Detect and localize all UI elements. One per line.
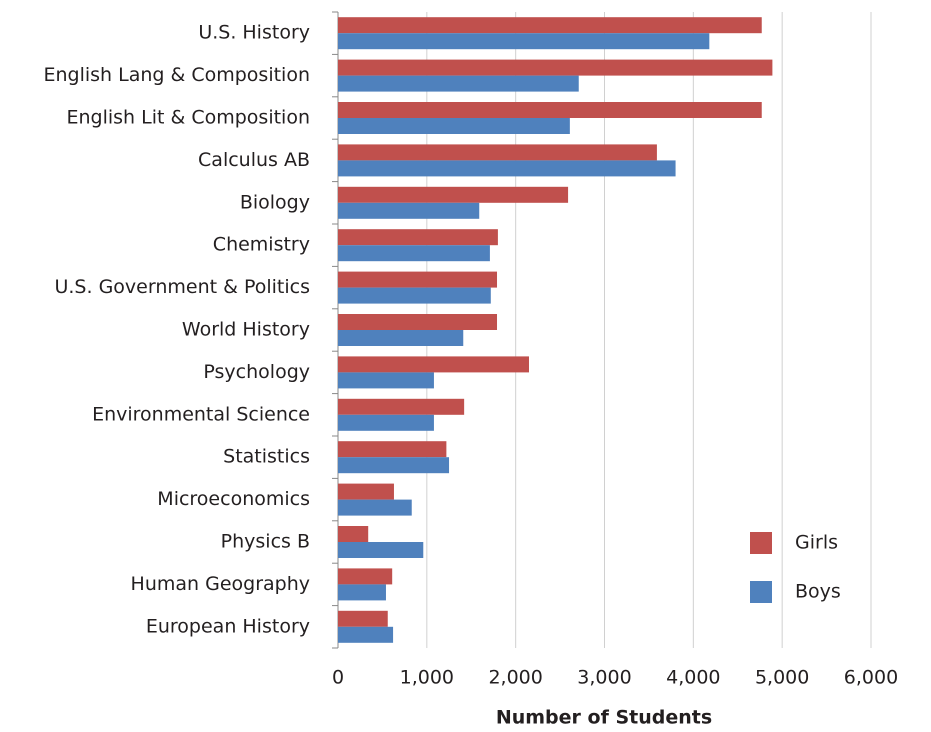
bar <box>338 245 490 262</box>
y-tick-label: Biology <box>240 191 310 213</box>
y-tick-label: U.S. Government & Politics <box>54 276 310 298</box>
x-tick-label: 4,000 <box>666 667 720 689</box>
bar <box>338 75 579 92</box>
bar <box>338 414 434 431</box>
bar <box>338 372 434 389</box>
bar <box>338 102 762 118</box>
bar <box>338 287 491 304</box>
bar <box>338 584 386 601</box>
bar <box>338 330 464 346</box>
y-tick-label: Chemistry <box>213 234 310 256</box>
bar <box>338 457 450 474</box>
legend-swatch <box>750 532 772 554</box>
bar <box>338 144 657 161</box>
x-axis-title: Number of Students <box>496 707 712 729</box>
x-tick-label: 3,000 <box>577 667 631 689</box>
legend-label: Girls <box>795 532 838 554</box>
bar <box>338 542 424 558</box>
bar <box>338 202 480 219</box>
y-tick-label: Psychology <box>203 361 310 383</box>
bar <box>338 398 465 415</box>
y-tick-label: Human Geography <box>131 573 310 595</box>
y-tick-label: English Lit & Composition <box>66 107 310 129</box>
bar <box>338 160 676 177</box>
bar <box>338 59 773 76</box>
y-tick-label: Physics B <box>221 531 310 553</box>
bar <box>338 610 388 627</box>
bar <box>338 626 394 643</box>
x-tick-label: 1,000 <box>400 667 454 689</box>
y-tick-label: World History <box>182 319 310 341</box>
bar <box>338 17 762 34</box>
y-tick-label: Microeconomics <box>157 488 310 510</box>
bar <box>338 186 569 203</box>
bar <box>338 499 412 516</box>
x-tick-label: 2,000 <box>488 667 542 689</box>
legend-label: Boys <box>795 581 841 603</box>
x-tick-label: 5,000 <box>755 667 809 689</box>
bar <box>338 118 570 134</box>
x-tick-label: 6,000 <box>844 667 898 689</box>
y-tick-label: Statistics <box>223 446 310 468</box>
bar <box>338 271 498 288</box>
bar <box>338 568 393 585</box>
legend-swatch <box>750 581 772 603</box>
bar <box>338 441 447 458</box>
x-tick-label: 0 <box>332 667 344 689</box>
bar <box>338 356 529 373</box>
y-tick-label: Calculus AB <box>198 149 310 171</box>
y-tick-label: Environmental Science <box>92 403 310 425</box>
bar <box>338 526 369 542</box>
y-tick-label: U.S. History <box>198 22 310 44</box>
bar <box>338 229 498 246</box>
y-tick-label: English Lang & Composition <box>43 64 310 86</box>
bar <box>338 33 710 50</box>
y-tick-label: European History <box>146 615 310 637</box>
bar <box>338 483 394 500</box>
bar <box>338 314 498 330</box>
